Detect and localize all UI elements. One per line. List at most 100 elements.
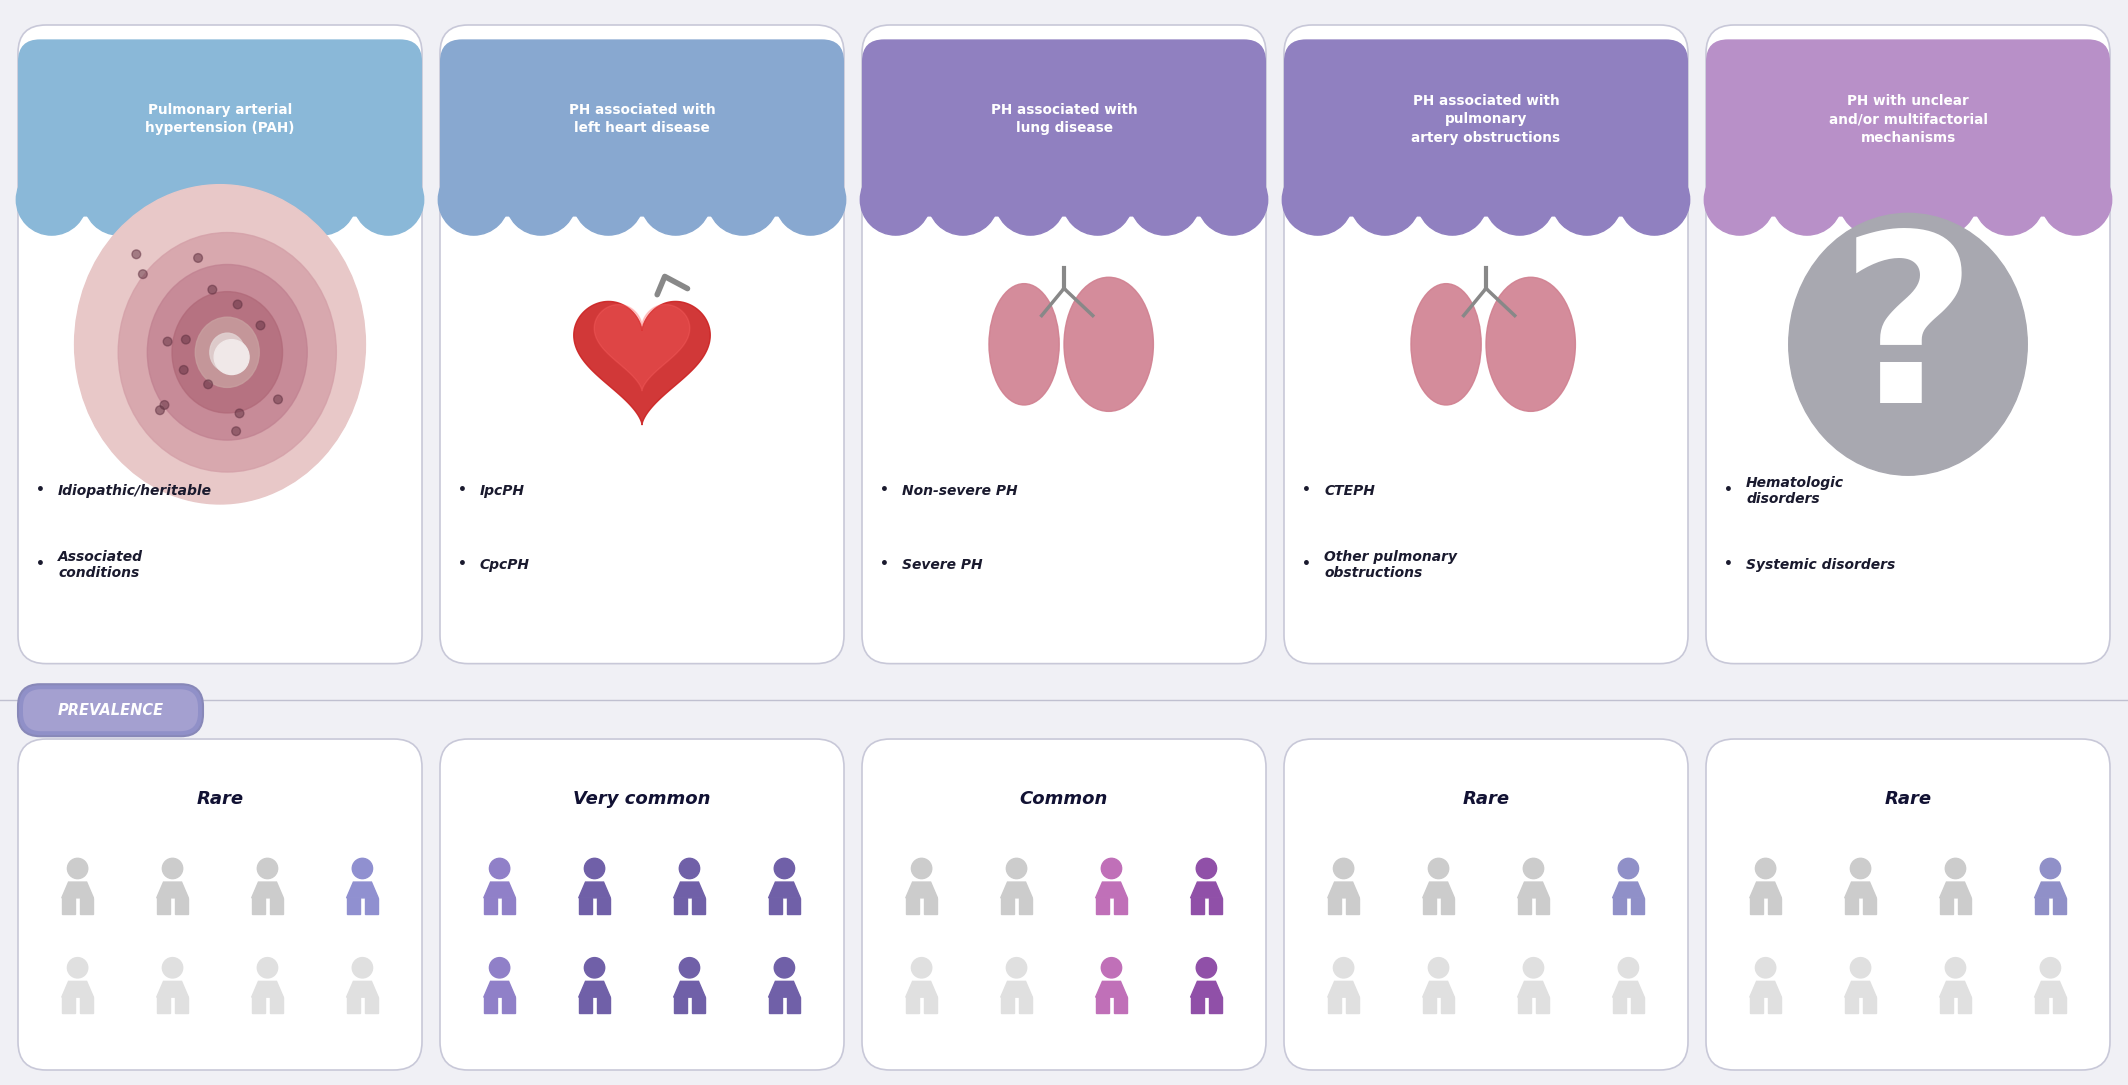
Polygon shape [1958,997,1971,1013]
Circle shape [181,335,189,344]
Text: •: • [458,483,466,497]
Polygon shape [347,882,379,898]
Polygon shape [62,981,94,997]
Polygon shape [579,981,611,997]
Text: Non-severe PH: Non-severe PH [902,484,1017,498]
Polygon shape [251,981,283,997]
Polygon shape [907,997,919,1013]
Circle shape [353,858,372,879]
Circle shape [1428,958,1449,978]
Polygon shape [347,898,360,914]
Polygon shape [692,997,704,1013]
FancyBboxPatch shape [17,739,421,1070]
FancyBboxPatch shape [1707,739,2111,1070]
Circle shape [1196,858,1217,879]
Circle shape [1428,858,1449,879]
Polygon shape [1096,997,1109,1013]
Ellipse shape [1064,278,1153,411]
FancyBboxPatch shape [23,689,198,731]
Circle shape [679,858,700,879]
Text: •: • [1302,483,1311,497]
FancyBboxPatch shape [862,25,1266,664]
Polygon shape [924,997,938,1013]
Circle shape [1524,958,1543,978]
Polygon shape [1424,898,1436,914]
Circle shape [489,958,511,978]
Circle shape [68,858,87,879]
Circle shape [1851,958,1871,978]
Circle shape [204,380,213,388]
Ellipse shape [211,333,245,371]
Circle shape [1839,165,1909,235]
Text: •: • [1724,557,1732,571]
Circle shape [236,409,245,418]
Ellipse shape [1790,214,2028,475]
FancyBboxPatch shape [17,685,202,737]
Text: Pulmonary arterial
hypertension (PAH): Pulmonary arterial hypertension (PAH) [145,103,294,136]
Circle shape [1007,958,1026,978]
Text: •: • [36,557,45,571]
Polygon shape [1209,898,1221,914]
Polygon shape [157,997,170,1013]
Circle shape [275,395,283,404]
Ellipse shape [119,232,336,472]
Circle shape [160,400,168,409]
Polygon shape [787,997,800,1013]
Polygon shape [1190,981,1221,997]
Circle shape [162,958,183,978]
Circle shape [1773,165,1843,235]
Polygon shape [62,882,94,898]
Polygon shape [1613,882,1645,898]
Polygon shape [692,898,704,914]
Polygon shape [1328,898,1341,914]
Circle shape [679,958,700,978]
Polygon shape [1019,898,1032,914]
Circle shape [911,858,932,879]
Polygon shape [1328,882,1360,898]
Polygon shape [1115,898,1128,914]
Circle shape [232,426,240,435]
Polygon shape [1939,981,1971,997]
Polygon shape [1749,882,1781,898]
Text: Severe PH: Severe PH [902,558,983,572]
Polygon shape [270,898,283,914]
Circle shape [506,165,577,235]
Circle shape [1334,958,1353,978]
Circle shape [1756,858,1775,879]
Circle shape [1196,165,1268,235]
Polygon shape [1845,882,1877,898]
Polygon shape [483,981,515,997]
Polygon shape [1864,997,1877,1013]
Polygon shape [2034,997,2047,1013]
Polygon shape [1632,898,1645,914]
Circle shape [775,165,845,235]
Polygon shape [768,898,781,914]
Circle shape [1283,165,1353,235]
Polygon shape [483,997,496,1013]
Polygon shape [1845,898,1858,914]
Circle shape [255,321,264,330]
Circle shape [155,406,164,414]
Polygon shape [598,898,611,914]
Text: ?: ? [1839,224,1977,451]
FancyBboxPatch shape [1283,739,1688,1070]
Polygon shape [575,302,711,425]
Polygon shape [1328,997,1341,1013]
Circle shape [1705,165,1775,235]
Ellipse shape [1485,278,1575,411]
Circle shape [572,165,643,235]
Polygon shape [1190,882,1221,898]
Circle shape [1619,165,1690,235]
Polygon shape [1517,898,1530,914]
Circle shape [1907,165,1977,235]
Circle shape [1102,958,1121,978]
Circle shape [1617,858,1639,879]
Circle shape [709,165,779,235]
Polygon shape [81,997,94,1013]
Polygon shape [1536,898,1549,914]
Polygon shape [157,898,170,914]
Text: •: • [881,483,890,497]
Circle shape [1007,858,1026,879]
Ellipse shape [990,283,1060,405]
Circle shape [489,858,511,879]
